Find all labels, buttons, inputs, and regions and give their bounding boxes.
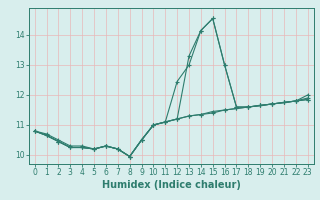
X-axis label: Humidex (Indice chaleur): Humidex (Indice chaleur) xyxy=(102,180,241,190)
